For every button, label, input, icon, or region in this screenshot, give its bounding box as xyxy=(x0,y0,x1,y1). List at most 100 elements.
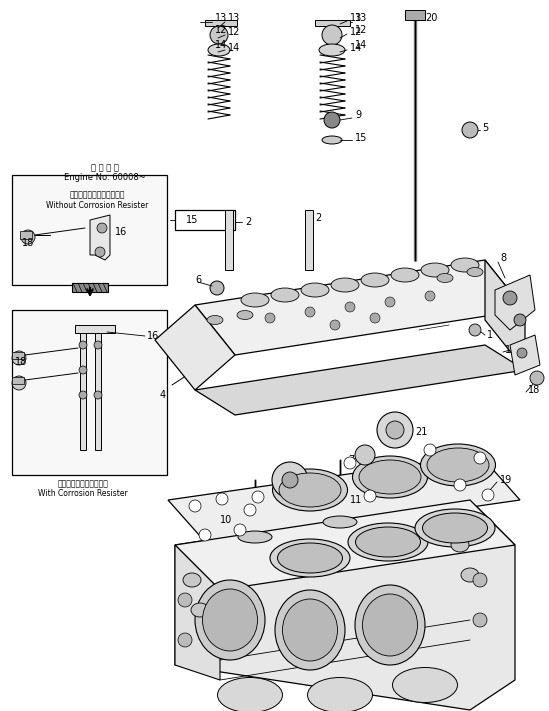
Ellipse shape xyxy=(208,44,230,56)
Circle shape xyxy=(377,412,413,448)
Text: 19: 19 xyxy=(500,475,512,485)
Text: 5: 5 xyxy=(482,123,488,133)
Text: 11: 11 xyxy=(350,495,362,505)
Circle shape xyxy=(324,112,340,128)
Bar xyxy=(405,10,425,20)
Polygon shape xyxy=(510,335,540,375)
Text: 18: 18 xyxy=(22,238,34,248)
Text: 15: 15 xyxy=(186,215,198,225)
Text: 20: 20 xyxy=(425,13,438,23)
Circle shape xyxy=(94,391,102,399)
Text: 8: 8 xyxy=(500,253,506,263)
Ellipse shape xyxy=(362,594,417,656)
Polygon shape xyxy=(175,500,515,710)
Circle shape xyxy=(474,452,486,464)
Text: 2: 2 xyxy=(315,213,321,223)
Circle shape xyxy=(345,302,355,312)
Ellipse shape xyxy=(237,311,253,319)
Polygon shape xyxy=(195,345,525,415)
Circle shape xyxy=(189,500,201,512)
Circle shape xyxy=(322,25,342,45)
Circle shape xyxy=(95,247,105,257)
Circle shape xyxy=(79,366,87,374)
Ellipse shape xyxy=(203,589,257,651)
Ellipse shape xyxy=(461,568,479,582)
Circle shape xyxy=(79,391,87,399)
Text: 17: 17 xyxy=(505,345,517,355)
Text: 10: 10 xyxy=(220,515,232,525)
Ellipse shape xyxy=(283,599,338,661)
Ellipse shape xyxy=(391,268,419,282)
Polygon shape xyxy=(90,215,110,260)
Text: 18: 18 xyxy=(15,357,27,367)
Circle shape xyxy=(473,613,487,627)
Ellipse shape xyxy=(331,278,359,292)
Circle shape xyxy=(424,444,436,456)
Circle shape xyxy=(473,573,487,587)
Polygon shape xyxy=(155,305,235,390)
Text: 13: 13 xyxy=(350,13,362,23)
Text: 13: 13 xyxy=(215,13,227,23)
Text: 3: 3 xyxy=(305,470,311,480)
Ellipse shape xyxy=(207,316,223,324)
Ellipse shape xyxy=(437,274,453,282)
Circle shape xyxy=(21,230,35,244)
Circle shape xyxy=(364,490,376,502)
Polygon shape xyxy=(175,500,515,590)
Ellipse shape xyxy=(423,513,488,543)
Circle shape xyxy=(199,529,211,541)
Ellipse shape xyxy=(359,460,421,494)
Circle shape xyxy=(244,504,256,516)
Text: 14: 14 xyxy=(355,40,367,50)
Ellipse shape xyxy=(238,531,272,543)
Bar xyxy=(12,377,24,384)
Bar xyxy=(12,310,167,475)
Circle shape xyxy=(210,281,224,295)
Ellipse shape xyxy=(241,293,269,307)
Ellipse shape xyxy=(279,473,341,507)
Polygon shape xyxy=(72,283,108,292)
Ellipse shape xyxy=(356,527,421,557)
Ellipse shape xyxy=(307,678,373,711)
Circle shape xyxy=(79,341,87,349)
Text: 4: 4 xyxy=(160,390,166,400)
Bar xyxy=(80,330,86,450)
Ellipse shape xyxy=(451,258,479,272)
Circle shape xyxy=(330,320,340,330)
Circle shape xyxy=(252,491,264,503)
Ellipse shape xyxy=(319,44,345,56)
Text: 1: 1 xyxy=(487,330,493,340)
Bar xyxy=(12,352,24,359)
Text: 9: 9 xyxy=(355,110,361,120)
Bar xyxy=(12,175,167,285)
Bar xyxy=(225,210,233,270)
Ellipse shape xyxy=(393,668,457,702)
Circle shape xyxy=(305,307,315,317)
Polygon shape xyxy=(195,260,525,355)
Text: With Corrosion Resister: With Corrosion Resister xyxy=(38,489,128,498)
Ellipse shape xyxy=(352,456,428,498)
Circle shape xyxy=(265,313,275,323)
Ellipse shape xyxy=(451,538,469,552)
Text: Engine No. 60008~: Engine No. 60008~ xyxy=(64,173,146,183)
Circle shape xyxy=(482,489,494,501)
Circle shape xyxy=(517,348,527,358)
Ellipse shape xyxy=(421,444,496,486)
Text: 16: 16 xyxy=(147,331,159,341)
Ellipse shape xyxy=(195,580,265,660)
Circle shape xyxy=(282,472,298,488)
Bar xyxy=(175,210,235,230)
Bar xyxy=(315,20,350,26)
Ellipse shape xyxy=(183,573,201,587)
Ellipse shape xyxy=(217,678,283,711)
Text: 18: 18 xyxy=(528,385,540,395)
Circle shape xyxy=(12,376,26,390)
Ellipse shape xyxy=(270,539,350,577)
Circle shape xyxy=(12,351,26,365)
Text: 6: 6 xyxy=(195,275,201,285)
Ellipse shape xyxy=(427,448,489,482)
Text: 2: 2 xyxy=(245,217,251,227)
Text: 16: 16 xyxy=(115,227,127,237)
Circle shape xyxy=(514,314,526,326)
Polygon shape xyxy=(175,545,220,680)
